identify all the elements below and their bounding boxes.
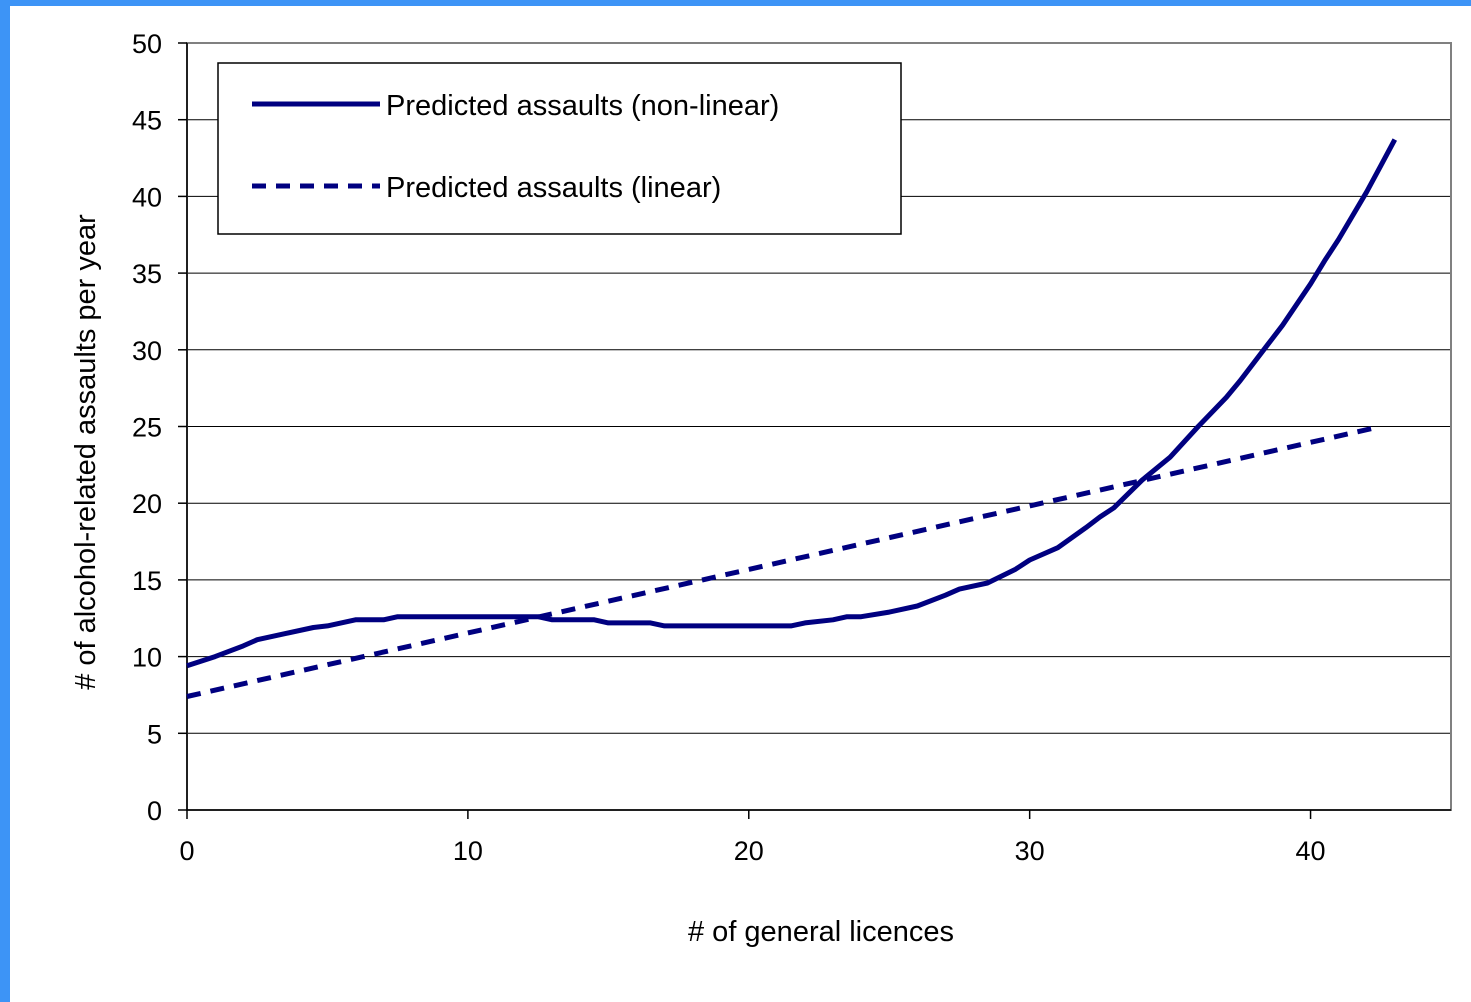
axes: 0 5 10 15 20 25 30 35 40 45 50 0 10 20 30 40 xyxy=(132,29,1451,866)
x-tick-label: 10 xyxy=(453,836,483,866)
gridlines xyxy=(187,119,1451,734)
x-tick-label: 20 xyxy=(734,836,764,866)
series-lines xyxy=(186,138,1398,699)
frame-top-border xyxy=(0,0,1471,6)
y-axis-title: # of alcohol-related assaults per year xyxy=(70,214,102,690)
x-axis-title: # of general licences xyxy=(688,916,954,948)
series-line-non-linear xyxy=(186,138,1398,669)
y-tick-label: 30 xyxy=(132,336,162,366)
y-tick-label: 5 xyxy=(147,719,162,749)
y-tick-label: 35 xyxy=(132,259,162,289)
y-tick-label: 45 xyxy=(132,106,162,136)
y-tick-label: 10 xyxy=(132,643,162,673)
x-tick-label: 40 xyxy=(1296,836,1326,866)
legend-box xyxy=(217,62,902,235)
y-tick-label: 50 xyxy=(132,29,162,59)
legend: Predicted assaults (non-linear) Predicte… xyxy=(217,62,902,235)
frame-left-border xyxy=(0,0,10,1002)
series-line-linear xyxy=(186,424,1382,699)
legend-label-linear: Predicted assaults (linear) xyxy=(386,172,721,204)
legend-label-non-linear: Predicted assaults (non-linear) xyxy=(386,90,779,122)
y-tick-label: 15 xyxy=(132,566,162,596)
y-tick-label: 0 xyxy=(147,796,162,826)
y-tick-label: 20 xyxy=(132,489,162,519)
y-tick-label: 40 xyxy=(132,182,162,212)
x-tick-label: 30 xyxy=(1015,836,1045,866)
y-tick-label: 25 xyxy=(132,413,162,443)
x-tick-label: 0 xyxy=(179,836,194,866)
